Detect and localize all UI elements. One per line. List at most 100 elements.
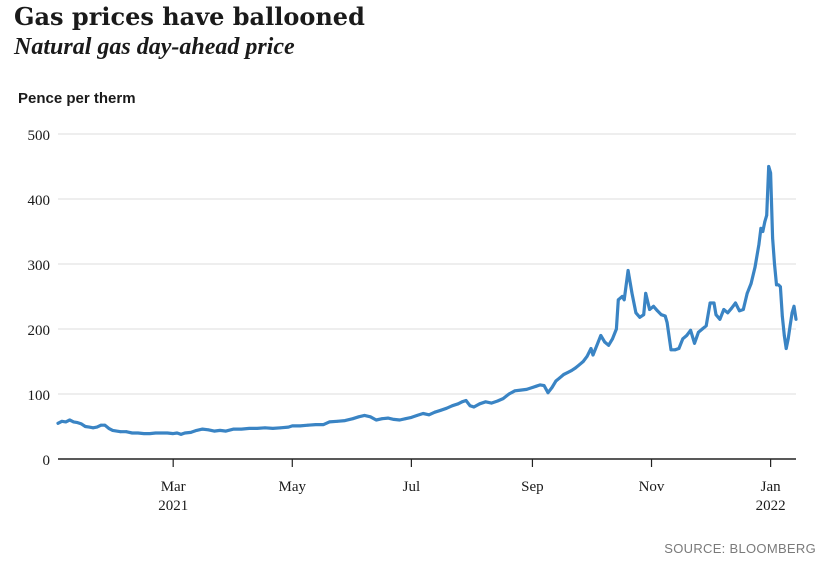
x-tick-year-label: 2022	[756, 498, 786, 514]
data-point	[119, 430, 122, 434]
data-point	[124, 430, 128, 434]
data-point	[212, 429, 216, 433]
data-point	[507, 392, 511, 396]
x-tick-label: Jan	[761, 479, 781, 495]
data-point	[290, 424, 294, 428]
data-point	[673, 348, 677, 352]
data-point	[659, 313, 663, 317]
data-point	[103, 423, 107, 427]
x-tick-label: May	[279, 479, 307, 495]
data-point	[91, 426, 95, 430]
data-point	[322, 423, 325, 426]
x-tick-label: Mar	[161, 479, 186, 495]
data-point	[95, 425, 99, 429]
data-point	[669, 348, 673, 352]
x-axis: Mar 2021 May Jul Sep Nov Jan 2022	[58, 458, 796, 514]
data-point	[298, 424, 302, 428]
data-point	[386, 416, 390, 420]
data-point	[513, 389, 517, 393]
data-point	[734, 301, 737, 305]
data-point	[136, 431, 140, 435]
data-point	[87, 425, 91, 429]
data-point	[780, 314, 784, 318]
data-point	[195, 429, 199, 432]
data-point	[374, 418, 378, 422]
data-point	[589, 347, 593, 350]
data-point	[595, 343, 599, 347]
data-point	[558, 376, 562, 380]
data-point	[767, 165, 771, 168]
data-point	[615, 327, 618, 331]
chart-subtitle: Natural gas day-ahead price	[14, 34, 295, 60]
data-point	[460, 400, 464, 404]
data-point	[478, 402, 482, 406]
data-point	[574, 366, 577, 370]
data-point	[369, 415, 372, 419]
data-point	[788, 324, 792, 328]
data-point	[60, 419, 64, 423]
data-point	[175, 431, 179, 435]
data-point	[410, 416, 413, 419]
data-point	[421, 412, 425, 415]
data-point	[328, 420, 331, 424]
data-point	[685, 334, 689, 337]
data-point	[464, 399, 468, 402]
data-point	[445, 406, 448, 410]
data-point	[201, 427, 204, 431]
data-point	[794, 317, 798, 321]
data-point	[738, 309, 741, 313]
data-point	[741, 308, 745, 311]
data-point	[99, 423, 103, 427]
data-point	[745, 291, 749, 295]
x-tick-label: Jul	[403, 479, 421, 495]
data-point	[607, 343, 610, 347]
data-point	[107, 427, 111, 430]
data-point	[433, 410, 437, 414]
data-point	[718, 317, 722, 321]
data-point	[700, 327, 704, 331]
data-point	[642, 313, 646, 317]
source-note: SOURCE: BLOOMBERG	[664, 541, 816, 556]
data-point	[224, 429, 228, 433]
data-point	[714, 313, 718, 317]
data-point	[577, 363, 581, 367]
data-point	[306, 423, 310, 427]
data-point	[769, 171, 772, 175]
data-point	[531, 386, 534, 389]
data-point	[652, 304, 655, 308]
data-point	[765, 213, 769, 217]
data-point	[777, 283, 780, 287]
data-point	[484, 400, 487, 404]
data-point	[179, 432, 183, 436]
data-point	[189, 431, 193, 434]
data-point	[681, 337, 685, 341]
data-point	[404, 417, 407, 421]
data-point	[630, 291, 634, 295]
data-point	[501, 397, 505, 400]
data-point	[456, 402, 460, 406]
data-point	[160, 431, 163, 435]
data-point	[757, 243, 761, 246]
data-point	[427, 413, 431, 417]
data-point	[786, 337, 790, 341]
data-point	[697, 330, 700, 334]
data-point	[554, 379, 558, 383]
data-point	[495, 399, 499, 403]
data-point	[581, 360, 585, 363]
gridlines	[58, 133, 796, 395]
data-point	[148, 432, 152, 435]
data-point	[790, 311, 794, 315]
y-axis-tick-labels: 0 100 200 300 400 500	[28, 128, 51, 469]
data-point	[538, 383, 542, 387]
data-point	[64, 420, 68, 424]
y-tick-label: 400	[28, 193, 51, 209]
data-point	[566, 371, 569, 374]
data-point	[730, 306, 733, 310]
data-point	[287, 425, 290, 429]
data-point	[611, 337, 614, 341]
y-tick-label: 200	[28, 323, 51, 339]
data-point	[585, 354, 589, 358]
data-point	[351, 417, 355, 421]
data-point	[56, 421, 60, 425]
data-point	[542, 384, 546, 387]
